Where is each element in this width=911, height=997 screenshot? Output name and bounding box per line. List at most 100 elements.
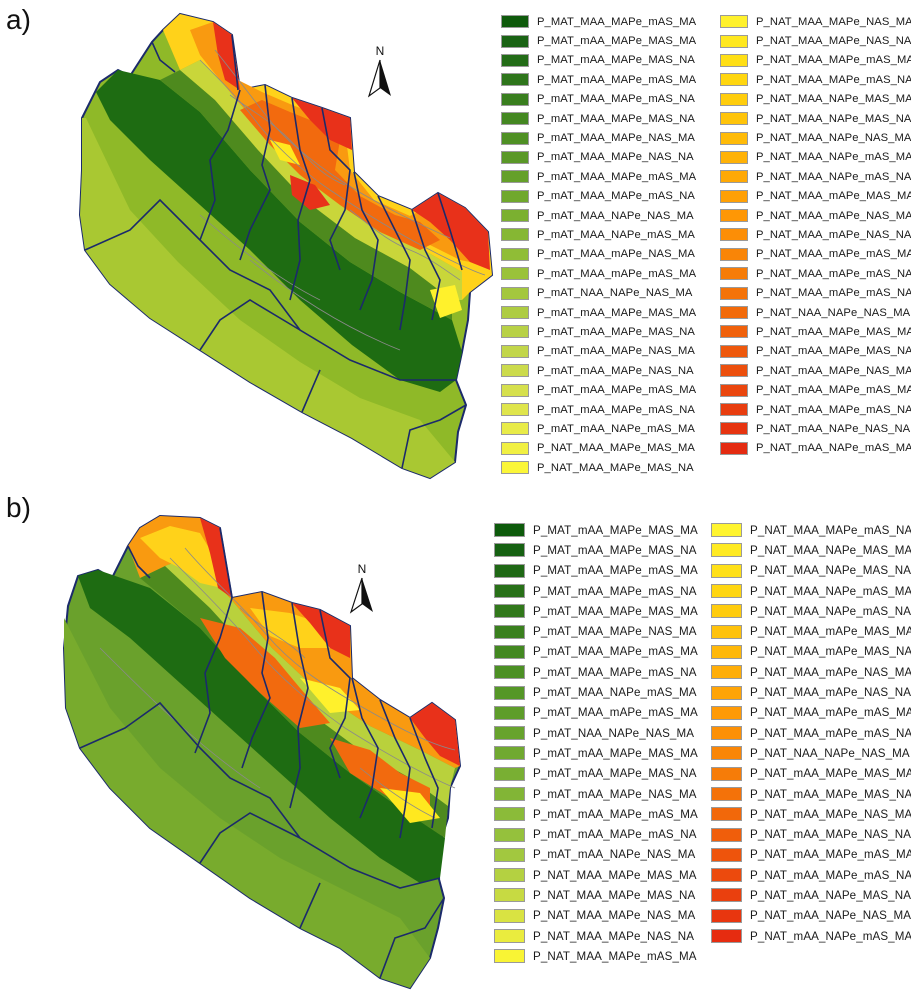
legend-swatch [501, 15, 529, 29]
legend-swatch [501, 403, 529, 416]
legend-item: P_NAT_mAA_NAPe_mAS_MA [720, 439, 911, 458]
legend-label: P_mAT_MAA_MAPe_mAS_MA [537, 170, 697, 183]
legend-item: P_mAT_NAA_NAPe_NAS_MA [501, 283, 696, 302]
legend-swatch [720, 53, 748, 67]
legend-label: P_MAT_MAA_MAPe_mAS_MA [537, 15, 697, 28]
legend-label: P_NAT_NAA_NAPe_NAS_MA [756, 306, 911, 319]
coastal-zone [64, 618, 430, 988]
legend-swatch [501, 189, 529, 203]
legend-left: P_MAT_MAA_MAPe_mAS_MA P_MAT_mAA_MAPe_MAS_… [501, 12, 696, 477]
legend-label: P_mAT_mAA_MAPe_MAS_NA [537, 325, 695, 338]
legend-swatch [711, 827, 742, 842]
legend-label: P_mAT_mAA_MAPe_mAS_MA [537, 384, 697, 397]
legend-label: P_NAT_mAA_NAPe_MAS_NA [750, 888, 911, 902]
legend-item: P_mAT_mAA_MAPe_MAS_MA [494, 743, 698, 763]
legend-swatch [720, 209, 748, 223]
legend-swatch [501, 364, 529, 378]
legend-item: P_mAT_MAA_MAPe_mAS_NA [494, 662, 698, 682]
legend-swatch [501, 441, 529, 455]
legend-label: P_mAT_MAA_MAPe_MAS_NA [537, 112, 695, 125]
coastal-zone [80, 118, 455, 478]
legend-label: P_MAT_mAA_MAPe_mAS_MA [533, 564, 698, 578]
legend-swatch [501, 112, 529, 126]
legend-label: P_NAT_mAA_MAPe_mAS_MA [756, 384, 911, 397]
legend-item: P_NAT_MAA_MAPe_MAS_NA [501, 458, 696, 477]
legend-swatch [501, 53, 529, 67]
north-arrow-icon [349, 577, 373, 614]
legend-item: P_mAT_MAA_NAPe_mAS_MA [501, 225, 696, 244]
legend-label: P_NAT_mAA_MAPe_NAS_MA [756, 364, 911, 377]
legend-item: P_mAT_MAA_mAPe_mAS_MA [501, 264, 696, 283]
legend-label: P_MAT_mAA_MAPe_MAS_NA [537, 54, 695, 67]
legend-swatch [494, 868, 525, 883]
legend-swatch [720, 325, 748, 339]
legend-item: P_NAT_mAA_MAPe_mAS_NA [720, 400, 911, 419]
legend-swatch [494, 766, 525, 781]
legend-swatch [711, 787, 742, 801]
legend-item: P_mAT_mAA_NAPe_mAS_MA [501, 419, 696, 438]
legend-swatch [494, 705, 525, 720]
legend-item: P_NAT_MAA_mAPe_NAS_NA [711, 682, 911, 702]
legend-item: P_NAT_MAA_MAPe_MAS_NA [494, 885, 698, 905]
legend-swatch [711, 726, 742, 741]
legend-label: P_mAT_mAA_MAPe_mAS_NA [533, 828, 697, 842]
legend-item: P_MAT_mAA_MAPe_mAS_MA [494, 561, 698, 581]
legend-label: P_mAT_mAA_NAPe_mAS_MA [537, 422, 695, 435]
legend-label: P_NAT_mAA_MAPe_MAS_NA [756, 345, 911, 358]
legend-item: P_NAT_MAA_NAPe_MAS_MA [711, 540, 911, 560]
north-arrow-icon [367, 59, 391, 98]
legend-item: P_MAT_MAA_MAPe_mAS_MA [501, 12, 696, 31]
legend-swatch [711, 746, 742, 761]
legend-label: P_MAT_mAA_MAPe_mAS_NA [533, 584, 697, 598]
legend-swatch [711, 604, 742, 619]
legend-item: P_mAT_MAA_MAPe_NAS_MA [494, 621, 698, 641]
legend-item: P_NAT_MAA_mAPe_NAS_MA [711, 662, 911, 682]
legend-label: P_NAT_NAA_NAPe_NAS_MA [750, 746, 910, 760]
legend-label: P_NAT_MAA_NAPe_mAS_NA [756, 170, 911, 183]
legend-item: P_NAT_NAA_NAPe_NAS_MA [720, 303, 911, 322]
legend-label: P_NAT_MAA_NAPe_NAS_MA [756, 132, 911, 145]
legend-label: P_mAT_mAA_MAPe_NAS_MA [533, 787, 697, 801]
legend-label: P_MAT_mAA_MAPe_MAS_MA [533, 523, 698, 537]
lowland-mid-zone [160, 70, 452, 320]
legend-label: P_NAT_MAA_MAPe_NAS_MA [756, 15, 911, 28]
legend-item: P_mAT_mAA_MAPe_MAS_NA [494, 764, 698, 784]
legend-swatch [494, 949, 525, 964]
legend-swatch [720, 228, 748, 242]
legend-swatch [494, 604, 525, 619]
legend-label: P_NAT_MAA_NAPe_mAS_MA [756, 151, 911, 164]
mountain-red-zone [200, 518, 232, 598]
legend-swatch [494, 726, 525, 741]
hill-darkorange-zone [200, 618, 330, 728]
legend-label: P_mAT_MAA_NAPe_mAS_MA [533, 686, 697, 700]
legend-swatch [711, 543, 742, 558]
legend-label: P_NAT_mAA_MAPe_mAS_MA [750, 848, 911, 862]
legend-label: P_NAT_MAA_MAPe_MAS_NA [537, 461, 694, 474]
legend-item: P_MAT_mAA_MAPe_mAS_MA [501, 70, 696, 89]
legend-item: P_NAT_MAA_MAPe_mAS_MA [494, 946, 698, 966]
legend-right: P_NAT_MAA_MAPe_mAS_NA P_NAT_MAA_NAPe_MAS_… [711, 520, 911, 946]
legend-item: P_NAT_mAA_MAPe_NAS_NA [711, 824, 911, 844]
legend-item: P_MAT_mAA_MAPe_MAS_NA [501, 51, 696, 70]
legend-swatch [711, 868, 742, 883]
legend-label: P_NAT_MAA_NAPe_MAS_MA [756, 93, 911, 106]
legend-label: P_NAT_MAA_NAPe_mAS_NA [750, 604, 911, 618]
legend-swatch [501, 228, 529, 242]
north-label: N [375, 44, 385, 58]
legend-item: P_NAT_MAA_MAPe_NAS_NA [494, 926, 698, 946]
legend-swatch [711, 563, 742, 578]
legend-label: P_mAT_MAA_MAPe_mAS_NA [533, 665, 697, 679]
hill-yellow-zone [380, 788, 440, 823]
legend-label: P_MAT_mAA_MAPe_MAS_MA [537, 35, 697, 48]
legend-item: P_NAT_MAA_MAPe_MAS_MA [501, 439, 696, 458]
legend-item: P_mAT_MAA_MAPe_mAS_MA [501, 167, 696, 186]
legend-item: P_NAT_MAA_mAPe_mAS_NA [720, 283, 911, 302]
legend-label: P_NAT_MAA_mAPe_MAS_NA [750, 645, 911, 659]
legend-label: P_mAT_MAA_NAPe_mAS_MA [537, 228, 695, 241]
legend-label: P_NAT_MAA_MAPe_NAS_MA [533, 909, 696, 923]
legend-label: P_NAT_mAA_MAPe_NAS_MA [750, 807, 911, 821]
legend-label: P_NAT_MAA_MAPe_MAS_NA [533, 888, 696, 902]
mountain-red-zone [292, 98, 352, 150]
legend-item: P_NAT_MAA_mAPe_mAS_MA [720, 245, 911, 264]
legend-item: P_NAT_MAA_mAPe_MAS_MA [720, 187, 911, 206]
